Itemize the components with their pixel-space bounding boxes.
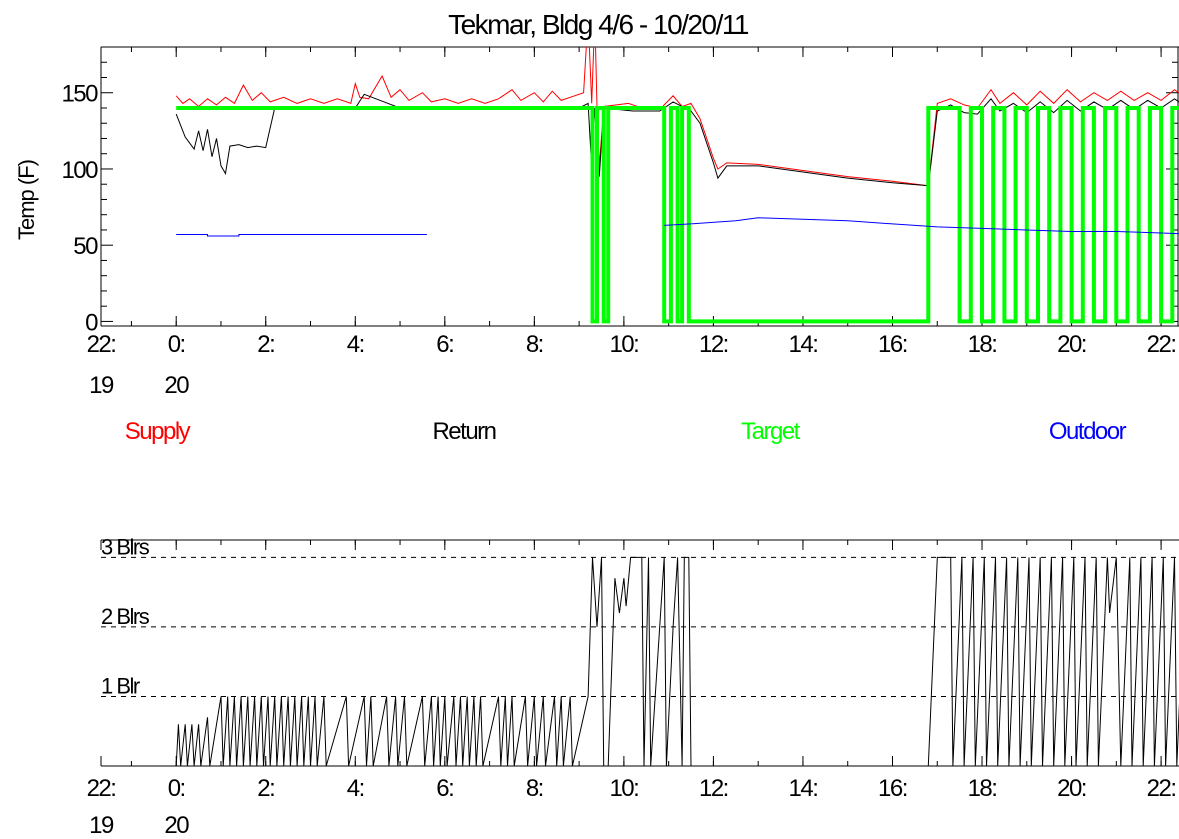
x-tick-label: 12: [699, 775, 728, 802]
x-tick-label: 14: [789, 331, 818, 358]
stage-series-line [175, 556, 1179, 766]
x-date-label: 20 [164, 372, 189, 399]
x-date-label: 20 [164, 812, 189, 839]
x-tick-label: 20: [1057, 331, 1086, 358]
legend-outdoor: Outdoor [1049, 418, 1127, 445]
x-tick-label: 12: [699, 331, 728, 358]
legend: Supply Return Target Outdoor [125, 418, 1128, 445]
x-tick-label: 10: [609, 775, 638, 802]
level-label: 1 Blr [101, 673, 140, 698]
x-tick-label: 8: [526, 331, 543, 358]
x-tick-label: 22: [1147, 331, 1176, 358]
target-series-line [176, 106, 1179, 324]
x-tick-label: 20: [1057, 775, 1086, 802]
x-tick-label: 16: [878, 331, 907, 358]
x-date-label: 19 [89, 812, 114, 839]
x-tick-label: 4: [347, 331, 364, 358]
x-tick-label: 16: [878, 775, 907, 802]
x-tick-label: 0: [168, 331, 185, 358]
y-axis-label: Temp (F) [14, 160, 39, 240]
legend-supply: Supply [125, 418, 191, 445]
outdoor-series-line-2 [664, 217, 1179, 235]
y-tick-label: 150 [61, 81, 98, 108]
x-tick-label: 22: [87, 775, 116, 802]
x-tick-label: 18: [968, 331, 997, 358]
x-tick-label: 2: [257, 331, 274, 358]
x-tick-label: 2: [257, 775, 274, 802]
outdoor-series-line [176, 234, 427, 237]
boiler-stage-chart: 22:190:202:4:6:8:10:12:14:16:18:20:22:0:… [87, 534, 1179, 839]
x-tick-label: 14: [789, 775, 818, 802]
temperature-chart: 22:190:202:4:6:8:10:12:14:16:18:20:22:0:… [61, 46, 1179, 399]
y-tick-label: 50 [73, 233, 98, 260]
x-tick-label: 6: [436, 331, 453, 358]
x-tick-label: 10: [609, 331, 638, 358]
x-tick-label: 22: [1147, 775, 1176, 802]
level-label: 3 Blrs [101, 534, 150, 559]
x-tick-label: 8: [526, 775, 543, 802]
y-tick-label: 0 [85, 309, 98, 336]
x-tick-label: 22: [87, 331, 116, 358]
legend-return: Return [432, 418, 495, 445]
y-tick-label: 100 [61, 157, 98, 184]
chart-title: Tekmar, Bldg 4/6 - 10/20/11 [448, 9, 749, 40]
x-tick-label: 18: [968, 775, 997, 802]
x-date-label: 19 [89, 372, 114, 399]
x-tick-label: 4: [347, 775, 364, 802]
x-tick-label: 0: [168, 775, 185, 802]
level-label: 2 Blrs [101, 604, 150, 629]
legend-target: Target [741, 418, 801, 445]
x-tick-label: 6: [436, 775, 453, 802]
